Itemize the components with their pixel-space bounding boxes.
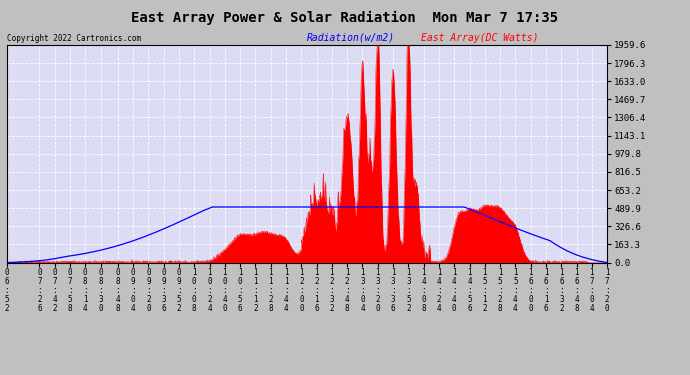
Text: East Array Power & Solar Radiation  Mon Mar 7 17:35: East Array Power & Solar Radiation Mon M… <box>131 11 559 26</box>
Text: Copyright 2022 Cartronics.com: Copyright 2022 Cartronics.com <box>7 34 141 43</box>
Text: Radiation(w/m2): Radiation(w/m2) <box>307 33 395 43</box>
Text: East Array(DC Watts): East Array(DC Watts) <box>421 33 539 43</box>
